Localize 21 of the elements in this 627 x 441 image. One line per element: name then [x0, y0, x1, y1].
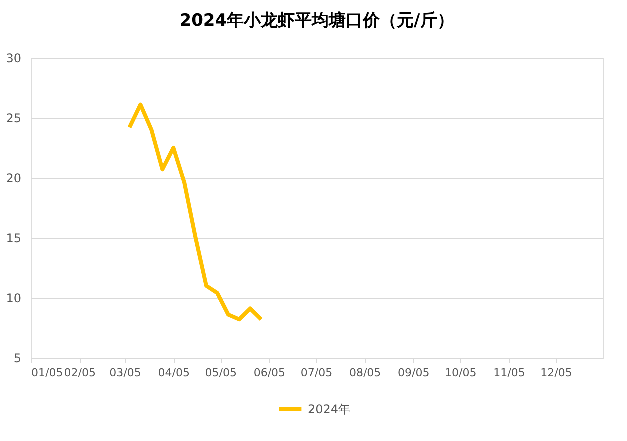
y-tick-label: 10 [6, 292, 22, 306]
x-tick-label: 02/05 [64, 366, 96, 380]
x-tick-label: 10/05 [445, 366, 477, 380]
x-tick-label: 11/05 [494, 366, 526, 380]
y-tick-label: 15 [6, 232, 22, 246]
x-tick-label: 04/05 [158, 366, 190, 380]
x-tick-label: 08/05 [349, 366, 382, 380]
x-tick-label: 07/05 [300, 366, 333, 380]
chart-title: 2024年小龙虾平均塘口价（元/斤） [180, 11, 454, 31]
y-tick-label: 30 [6, 52, 22, 66]
y-tick-label: 5 [14, 352, 22, 366]
x-tick-label: 03/05 [110, 366, 142, 380]
x-tick-label: 09/05 [398, 366, 430, 380]
x-tick-label: 01/05 [32, 366, 64, 380]
line-series [128, 102, 264, 322]
y-tick-label: 20 [6, 172, 22, 186]
y-tick-label: 25 [6, 112, 22, 126]
legend-label: 2024年 [308, 402, 351, 416]
x-tick-label: 05/05 [205, 366, 237, 380]
x-tick-label: 06/05 [254, 366, 286, 380]
x-tick-label: 12/05 [540, 366, 572, 380]
